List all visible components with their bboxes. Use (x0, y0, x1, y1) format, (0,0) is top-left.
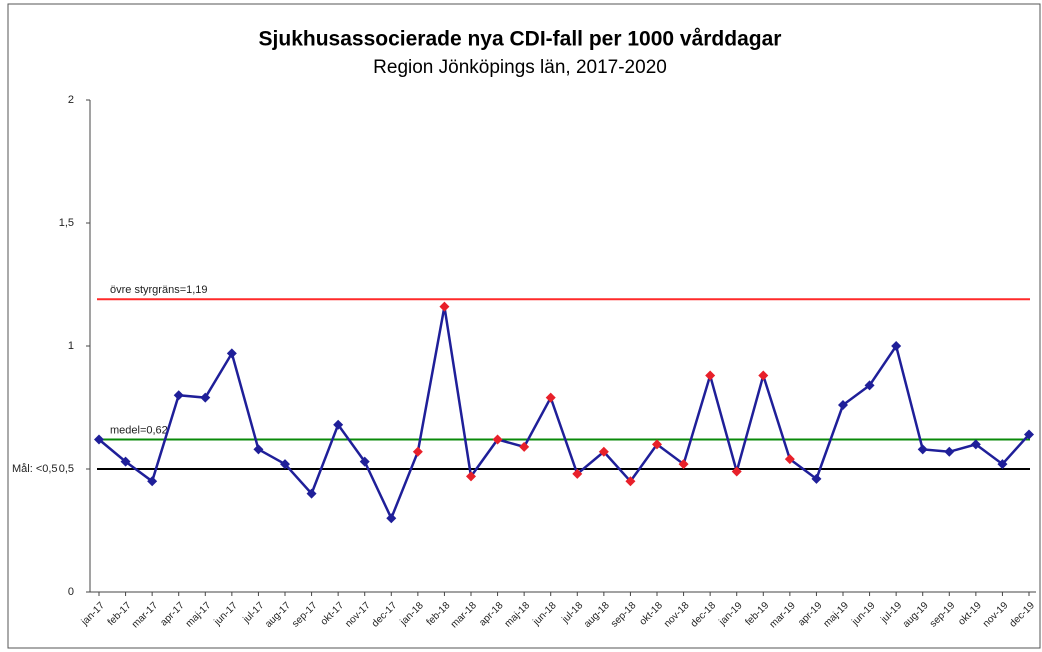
reference-label: medel=0,62 (110, 424, 168, 436)
x-tick-label: jan-19 (717, 600, 745, 628)
y-tick-label: 1,5 (59, 217, 74, 229)
reference-label: övre styrgräns=1,19 (110, 284, 208, 296)
x-tick-label: apr-17 (158, 600, 187, 629)
x-tick-label: mar-17 (130, 600, 160, 630)
chart-title: Sjukhusassocierade nya CDI-fall per 1000… (259, 28, 782, 51)
data-point (519, 441, 530, 452)
data-point (253, 444, 264, 455)
data-point (94, 434, 104, 445)
data-point (412, 446, 423, 457)
x-tick-label: aug-17 (263, 600, 293, 630)
data-point (572, 468, 583, 479)
x-tick-label: dec-19 (1008, 600, 1038, 630)
data-point (997, 459, 1008, 470)
data-line (98, 306, 1030, 522)
x-tick-label: jun-19 (849, 600, 877, 628)
data-point (705, 370, 716, 381)
x-tick-label: aug-19 (901, 600, 931, 630)
data-point (173, 390, 184, 401)
x-tick-label: jan-17 (79, 600, 107, 628)
data-point (784, 454, 795, 465)
data-point (625, 476, 636, 487)
data-point (439, 301, 450, 312)
data-point (333, 419, 344, 430)
data-point (917, 444, 928, 455)
data-point (359, 456, 370, 467)
data-point (545, 392, 556, 403)
x-tick-label: mar-18 (449, 600, 479, 630)
x-tick-label: jun-18 (531, 600, 559, 628)
data-point (811, 473, 822, 484)
data-point (147, 476, 158, 487)
data-point (226, 348, 237, 359)
x-tick-label: feb-18 (425, 600, 453, 628)
data-point (598, 446, 609, 457)
x-tick-label: apr-19 (796, 600, 825, 629)
x-tick-label: maj-19 (822, 600, 852, 630)
x-tick-label: jun-17 (212, 600, 240, 628)
reference-label: Mål: <0,5 (12, 463, 58, 475)
x-tick-label: okt-19 (956, 600, 984, 628)
data-point (280, 459, 290, 470)
x-tick-label: sep-18 (609, 600, 639, 630)
y-tick-label: 1 (68, 340, 74, 352)
data-point (970, 439, 981, 450)
x-tick-label: feb-17 (106, 600, 134, 628)
x-tick-label: mar-19 (768, 600, 798, 630)
data-point (864, 380, 875, 391)
x-tick-label: okt-17 (319, 600, 347, 628)
data-point (306, 488, 317, 499)
data-point (386, 513, 397, 524)
data-point (1024, 429, 1034, 440)
y-tick-label: 0,5 (59, 463, 74, 475)
data-point (466, 471, 476, 482)
x-tick-label: sep-19 (928, 600, 958, 630)
chart-subtitle: Region Jönköpings län, 2017-2020 (373, 57, 667, 78)
data-point (891, 341, 902, 351)
data-point (838, 400, 848, 411)
x-tick-label: nov-18 (662, 600, 692, 630)
x-tick-label: jan-18 (398, 600, 426, 628)
x-tick-label: dec-17 (370, 600, 400, 630)
x-tick-label: dec-18 (689, 600, 719, 630)
data-point (678, 459, 689, 470)
y-tick-label: 2 (68, 94, 74, 106)
x-tick-label: maj-18 (503, 600, 533, 630)
data-point (200, 392, 211, 403)
x-tick-label: sep-17 (290, 600, 320, 630)
data-point (492, 434, 503, 445)
chart-border (7, 3, 1041, 649)
x-tick-label: maj-17 (184, 600, 214, 630)
x-tick-label: feb-19 (743, 600, 771, 628)
data-point (731, 466, 742, 477)
data-point (120, 456, 131, 467)
data-point (944, 446, 955, 457)
x-tick-label: apr-18 (477, 600, 506, 629)
y-tick-label: 0 (68, 586, 74, 598)
data-point (652, 439, 662, 450)
data-point (758, 370, 769, 381)
x-tick-label: nov-17 (343, 600, 373, 630)
x-tick-label: aug-18 (582, 600, 612, 630)
x-tick-label: okt-18 (638, 600, 666, 628)
x-tick-label: nov-19 (981, 600, 1011, 630)
